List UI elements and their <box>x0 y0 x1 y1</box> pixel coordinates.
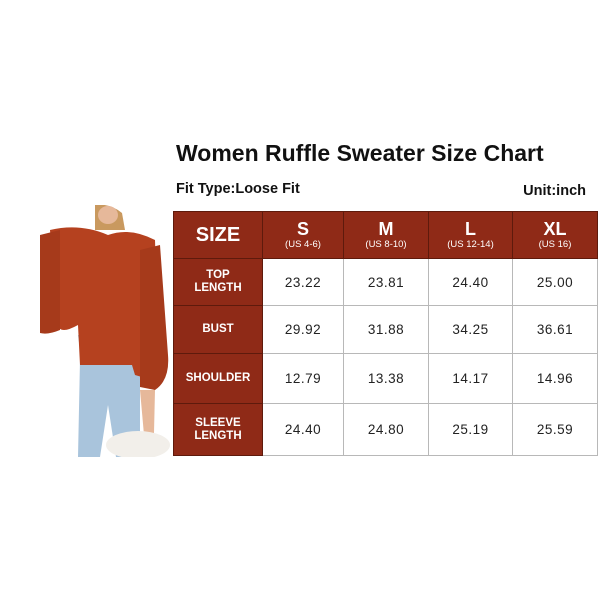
cell-value: 34.25 <box>428 305 513 354</box>
size-name: L <box>465 219 476 239</box>
us-size: (US 16) <box>538 239 572 250</box>
size-col-s: S (US 4-6) <box>262 211 344 259</box>
row-label-shoulder: SHOULDER <box>173 353 263 404</box>
table-row: TOP LENGTH 23.22 23.81 24.40 25.00 <box>173 258 598 306</box>
row-label-bust: BUST <box>173 305 263 354</box>
size-name: M <box>378 219 394 239</box>
us-size: (US 12-14) <box>447 239 494 250</box>
cell-value: 13.38 <box>343 353 429 404</box>
cell-value: 36.61 <box>512 305 598 354</box>
fit-type: Fit Type:Loose Fit <box>176 181 300 197</box>
cell-value: 25.00 <box>512 258 598 306</box>
table-row: BUST 29.92 31.88 34.25 36.61 <box>173 305 598 354</box>
cell-value: 24.40 <box>262 403 344 456</box>
table-row: SHOULDER 12.79 13.38 14.17 14.96 <box>173 353 598 404</box>
label-line: LENGTH <box>194 429 242 442</box>
size-col-l: L (US 12-14) <box>428 211 513 259</box>
cell-value: 12.79 <box>262 353 344 404</box>
cell-value: 25.59 <box>512 403 598 456</box>
table-row: SLEEVE LENGTH 24.40 24.80 25.19 25.59 <box>173 403 598 456</box>
size-name: S <box>296 219 309 239</box>
cell-value: 25.19 <box>428 403 513 456</box>
cell-value: 29.92 <box>262 305 344 354</box>
us-size: (US 4-6) <box>285 239 321 250</box>
cell-value: 24.80 <box>343 403 429 456</box>
label-line: LENGTH <box>194 282 242 294</box>
cell-value: 14.17 <box>428 353 513 404</box>
row-label-sleeve-length: SLEEVE LENGTH <box>173 403 263 456</box>
cell-value: 24.40 <box>428 258 513 306</box>
row-label-top-length: TOP LENGTH <box>173 258 263 306</box>
unit-label: Unit:inch <box>523 183 586 199</box>
us-size: (US 8-10) <box>365 239 407 250</box>
cell-value: 14.96 <box>512 353 598 404</box>
cell-value: 31.88 <box>343 305 429 354</box>
size-chart-table: SIZE S (US 4-6) M (US 8-10) L (US 12-14) XL… <box>173 211 598 456</box>
product-photo <box>40 205 170 457</box>
cell-value: 23.22 <box>262 258 344 306</box>
header-row: SIZE S (US 4-6) M (US 8-10) L (US 12-14) XL… <box>173 211 598 259</box>
chart-title: Women Ruffle Sweater Size Chart <box>176 140 544 166</box>
label-line: SLEEVE <box>195 416 241 429</box>
label-line: TOP <box>206 269 230 281</box>
size-col-xl: XL (US 16) <box>512 211 598 259</box>
size-col-m: M (US 8-10) <box>343 211 429 259</box>
size-header: SIZE <box>173 211 263 259</box>
cell-value: 23.81 <box>343 258 429 306</box>
size-name: XL <box>543 219 567 239</box>
